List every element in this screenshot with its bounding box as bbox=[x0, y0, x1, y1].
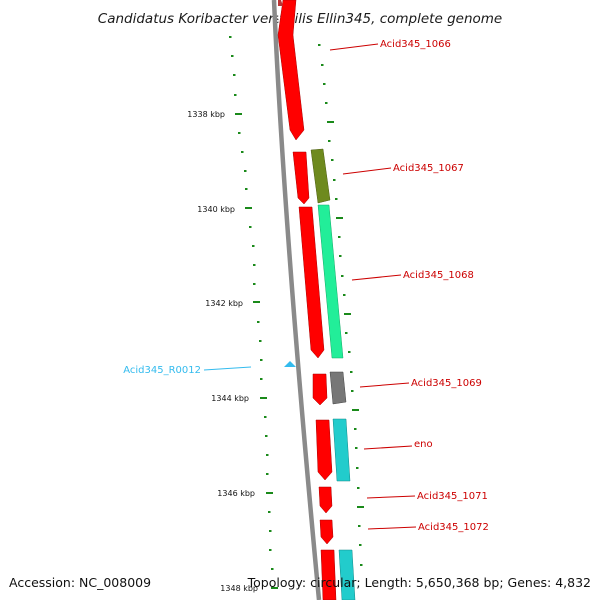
gene-label-acid345_1072[interactable]: Acid345_1072 bbox=[418, 522, 489, 533]
feature-1068[interactable] bbox=[317, 204, 344, 359]
gene-label-acid345_1067[interactable]: Acid345_1067 bbox=[393, 163, 464, 174]
genome-backbone-inner bbox=[277, 0, 325, 600]
scale-ticks-right bbox=[318, 44, 364, 566]
gene-arrow-next[interactable] bbox=[320, 549, 337, 600]
scale-ticks-left bbox=[229, 36, 278, 589]
gene-label-eno[interactable]: eno bbox=[414, 439, 433, 450]
genome-backbone bbox=[271, 0, 322, 600]
gene-label-leader bbox=[366, 495, 416, 499]
gene-label-acid345_1068[interactable]: Acid345_1068 bbox=[403, 270, 474, 281]
kbp-scale-labels: 1338 kbp 1340 kbp 1342 kbp 1344 kbp 1346 kbp… bbox=[187, 110, 258, 593]
kbp-label: 1348 kbp bbox=[220, 584, 258, 593]
gene-arrow-1072[interactable] bbox=[319, 519, 334, 545]
gene-label-leader bbox=[359, 382, 410, 388]
kbp-label: 1342 kbp bbox=[205, 299, 243, 308]
kbp-label: 1340 kbp bbox=[197, 205, 235, 214]
genome-title: Candidatus Koribacter versatilis Ellin34… bbox=[98, 11, 502, 27]
kbp-label: 1338 kbp bbox=[187, 110, 225, 119]
gene-arrow-eno[interactable] bbox=[315, 419, 333, 481]
gene-label-leader bbox=[363, 445, 413, 450]
kbp-label: 1346 kbp bbox=[217, 489, 255, 498]
feature-next[interactable] bbox=[338, 549, 356, 600]
gene-label-acid345_1071[interactable]: Acid345_1071 bbox=[417, 491, 488, 502]
genome-stats-label: Topology: circular; Length: 5,650,368 bp… bbox=[247, 575, 591, 590]
gene-arrow-1066[interactable] bbox=[277, 0, 305, 141]
gene-label-leader bbox=[351, 274, 402, 281]
feature-1069[interactable] bbox=[329, 371, 347, 405]
feature-track bbox=[310, 148, 356, 600]
gene-arrow-1066-top[interactable] bbox=[278, 0, 283, 6]
feature-1067[interactable] bbox=[310, 148, 331, 204]
gene-arrow-1067[interactable] bbox=[292, 151, 310, 205]
gene-label-leader bbox=[342, 167, 392, 175]
accession-label: Accession: NC_008009 bbox=[9, 575, 152, 590]
gene-label-leader bbox=[203, 366, 252, 371]
feature-eno[interactable] bbox=[332, 418, 351, 482]
gene-label-acid345_r0012[interactable]: Acid345_R0012 bbox=[123, 365, 201, 376]
gene-label-acid345_1066[interactable]: Acid345_1066 bbox=[380, 39, 451, 50]
kbp-label: 1344 kbp bbox=[211, 394, 249, 403]
gene-label-acid345_1069[interactable]: Acid345_1069 bbox=[411, 378, 482, 389]
gene-label-leader bbox=[367, 526, 417, 530]
forward-strand-genes bbox=[277, 0, 337, 600]
gene-arrow-1068[interactable] bbox=[298, 206, 325, 359]
rrna-marker-R0012[interactable] bbox=[284, 361, 296, 367]
gene-labels: Acid345_1066 Acid345_1067 Acid345_1068 Acid… bbox=[123, 39, 489, 533]
gene-label-leader bbox=[329, 43, 379, 51]
gene-arrow-1069[interactable] bbox=[312, 373, 328, 406]
gene-arrow-1071[interactable] bbox=[318, 486, 333, 514]
